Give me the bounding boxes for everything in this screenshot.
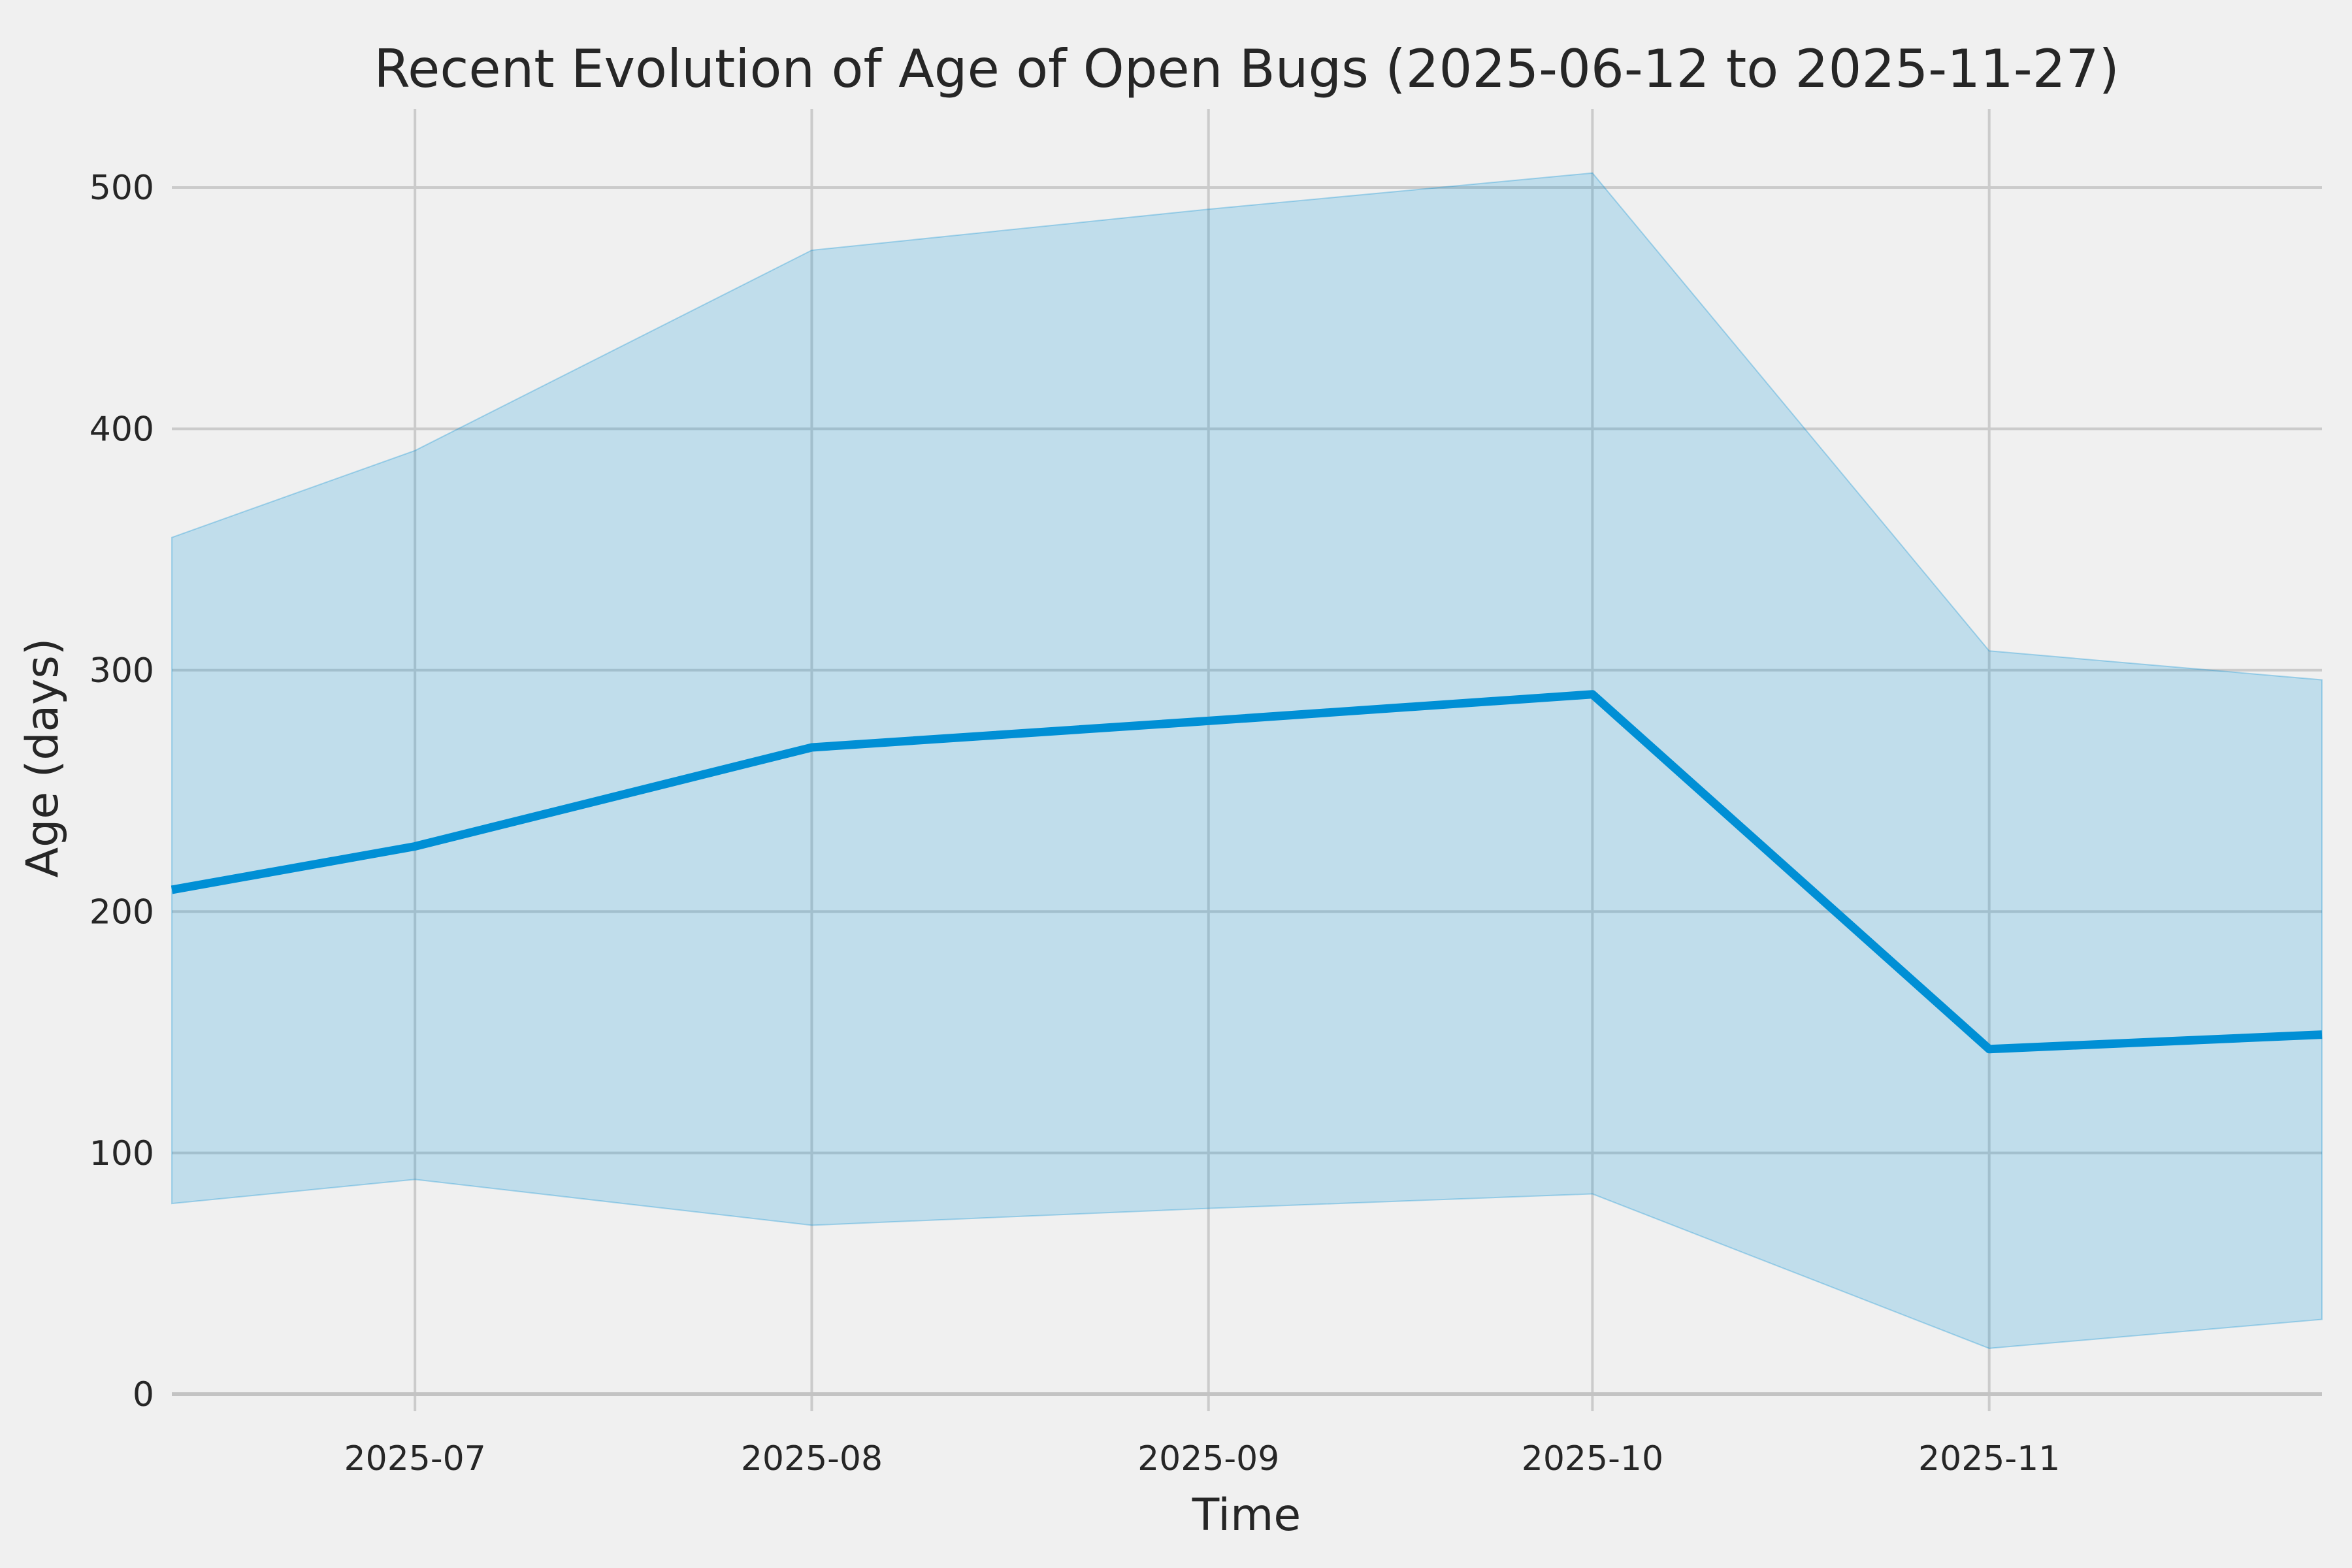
minmax-band <box>171 172 2323 1349</box>
x-tick-label: 2025-08 <box>741 1439 883 1478</box>
x-tick-label: 2025-09 <box>1137 1439 1279 1478</box>
y-tick-label: 200 <box>90 892 154 932</box>
x-tick-label: 2025-11 <box>1918 1439 2060 1478</box>
chart-title: Recent Evolution of Age of Open Bugs (20… <box>374 39 2119 99</box>
y-tick-label: 100 <box>90 1134 154 1173</box>
y-tick-labels: 0 100 200 300 400 500 <box>90 169 154 1414</box>
x-axis-label: Time <box>1192 1490 1301 1541</box>
y-tick-label: 300 <box>90 651 154 691</box>
y-tick-label: 0 <box>133 1375 154 1414</box>
y-axis-label: Age (days) <box>17 638 69 878</box>
x-tick-labels: 2025-07 2025-08 2025-09 2025-10 2025-11 <box>344 1439 2061 1478</box>
x-tick-label: 2025-07 <box>344 1439 486 1478</box>
horizontal-gridlines <box>172 186 2322 1396</box>
vertical-gridlines <box>414 109 1991 1411</box>
x-tick-label: 2025-10 <box>1522 1439 1663 1478</box>
y-tick-label: 500 <box>90 169 154 208</box>
y-tick-label: 400 <box>90 410 154 449</box>
median-line <box>171 690 2323 1054</box>
